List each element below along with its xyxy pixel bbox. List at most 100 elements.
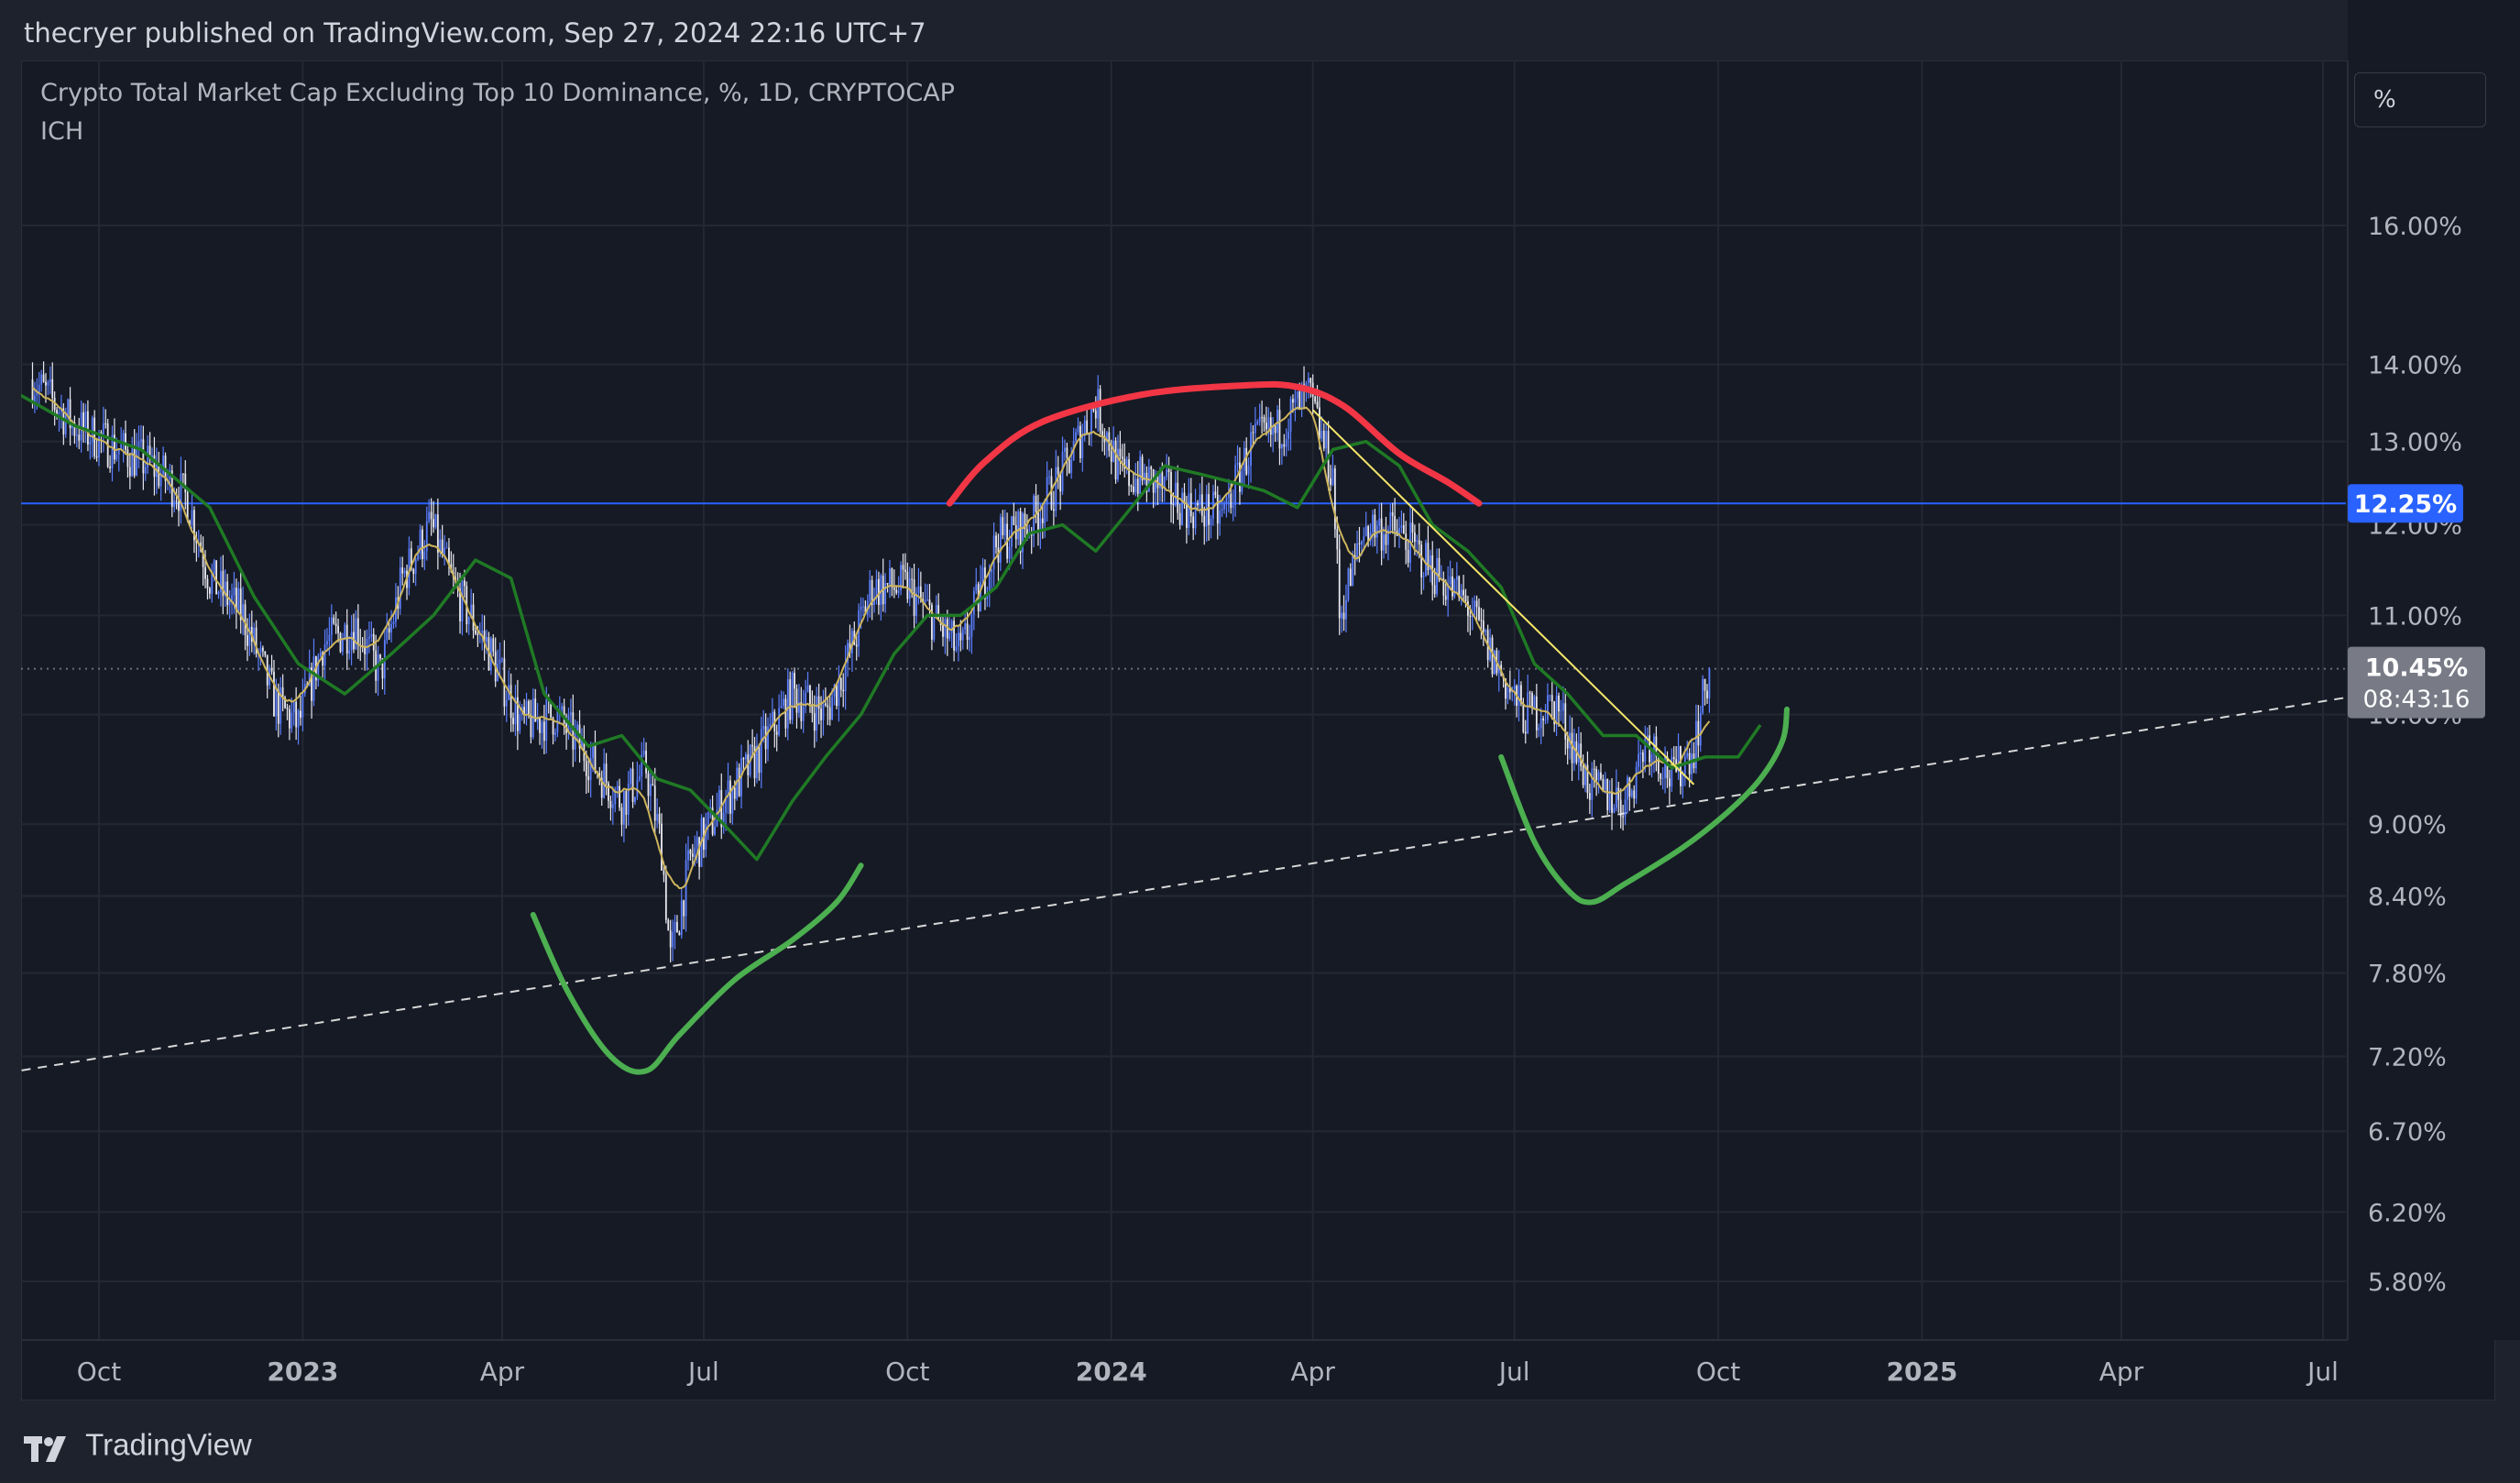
candle: [729, 780, 731, 814]
candle: [1420, 544, 1423, 577]
candle: [1597, 772, 1600, 781]
candle: [1602, 778, 1605, 790]
symbol-legend[interactable]: Crypto Total Market Cap Excluding Top 10…: [40, 79, 955, 107]
candle: [813, 713, 816, 731]
candle: [175, 500, 178, 502]
candle: [1136, 478, 1139, 494]
candle: [642, 750, 645, 755]
candle: [73, 422, 76, 436]
candle: [1644, 737, 1647, 763]
candle: [1413, 533, 1416, 543]
candle: [408, 548, 411, 588]
candle: [1203, 515, 1206, 527]
candle: [211, 574, 214, 594]
candle: [1573, 741, 1575, 763]
candle: [261, 647, 264, 652]
indicator-legend[interactable]: ICH: [40, 117, 84, 146]
candle: [78, 434, 81, 441]
candles-layer: [31, 361, 1711, 963]
candle: [678, 932, 681, 936]
candle: [337, 625, 339, 633]
candle: [1254, 423, 1256, 434]
candle: [1494, 650, 1496, 675]
x-tick-label: Oct: [1696, 1357, 1740, 1387]
candle: [561, 706, 564, 710]
candle: [663, 870, 665, 875]
candle: [687, 850, 689, 861]
candle: [284, 698, 286, 709]
candle: [1555, 696, 1558, 725]
candle: [215, 560, 218, 595]
candle: [1278, 410, 1281, 449]
candle: [519, 714, 521, 731]
candle: [811, 703, 814, 714]
green-bottom-arc-2024: [1498, 706, 1790, 906]
candle: [1580, 743, 1583, 767]
candle: [1035, 495, 1037, 512]
percent-scale-button[interactable]: %: [2354, 72, 2486, 127]
candle: [1444, 595, 1447, 600]
candle: [75, 434, 78, 436]
candle: [295, 701, 298, 728]
candle: [1664, 756, 1666, 778]
candle: [860, 606, 862, 610]
candle: [1538, 728, 1540, 731]
candle: [791, 673, 794, 720]
candle: [647, 773, 650, 796]
candle: [1300, 384, 1303, 410]
candle: [377, 654, 379, 681]
candle: [1245, 447, 1248, 475]
candle: [895, 589, 898, 593]
candle: [875, 578, 878, 599]
time-axis[interactable]: Oct 2023 Apr Jul Oct 2024 Apr Jul Oct 2025 Apr Jul: [21, 1339, 2348, 1387]
x-tick-label: Jul: [2306, 1357, 2339, 1387]
candle: [481, 631, 484, 633]
candle: [1547, 695, 1549, 720]
candle: [1061, 451, 1064, 492]
candle: [683, 900, 685, 917]
tradingview-logo[interactable]: TradingView: [24, 1423, 252, 1463]
candle: [441, 539, 444, 555]
candle: [1638, 753, 1639, 767]
candle: [1452, 576, 1453, 597]
candle: [399, 567, 401, 610]
candle: [1436, 557, 1438, 595]
candle: [541, 721, 543, 733]
candle: [33, 395, 36, 403]
candle: [886, 583, 889, 585]
y-tick-label: 9.00%: [2368, 811, 2447, 840]
candle: [587, 775, 590, 781]
candle: [492, 638, 495, 652]
chart-pane[interactable]: [21, 60, 2495, 1401]
bar-countdown-label: 08:43:16: [2363, 687, 2471, 714]
publish-info: thecryer published on TradingView.com, S…: [24, 17, 926, 49]
candle: [125, 433, 126, 450]
candle: [1411, 522, 1414, 533]
y-tick-label: 14.00%: [2368, 352, 2462, 380]
candle: [984, 567, 986, 599]
candle: [1194, 503, 1197, 529]
candle: [1524, 731, 1527, 734]
candle: [1347, 568, 1350, 600]
candle: [279, 687, 282, 724]
candle: [619, 785, 620, 807]
candle: [842, 689, 845, 692]
candle: [937, 605, 940, 621]
candle: [82, 412, 84, 430]
candle: [1163, 477, 1166, 489]
candle: [862, 606, 864, 608]
candle: [392, 621, 395, 624]
candle: [159, 474, 162, 487]
candle: [705, 824, 707, 850]
candle: [638, 775, 641, 780]
candle: [1449, 576, 1452, 584]
candle: [1615, 787, 1617, 808]
candle: [425, 521, 428, 552]
x-tick-label: Jul: [1497, 1357, 1530, 1387]
candle: [1336, 529, 1339, 550]
candle: [414, 559, 417, 575]
candle: [1130, 486, 1133, 488]
candle: [944, 619, 947, 637]
price-axis[interactable]: 16.00%14.00%13.00%12.00%11.00%10.00%9.00…: [2347, 0, 2520, 1340]
